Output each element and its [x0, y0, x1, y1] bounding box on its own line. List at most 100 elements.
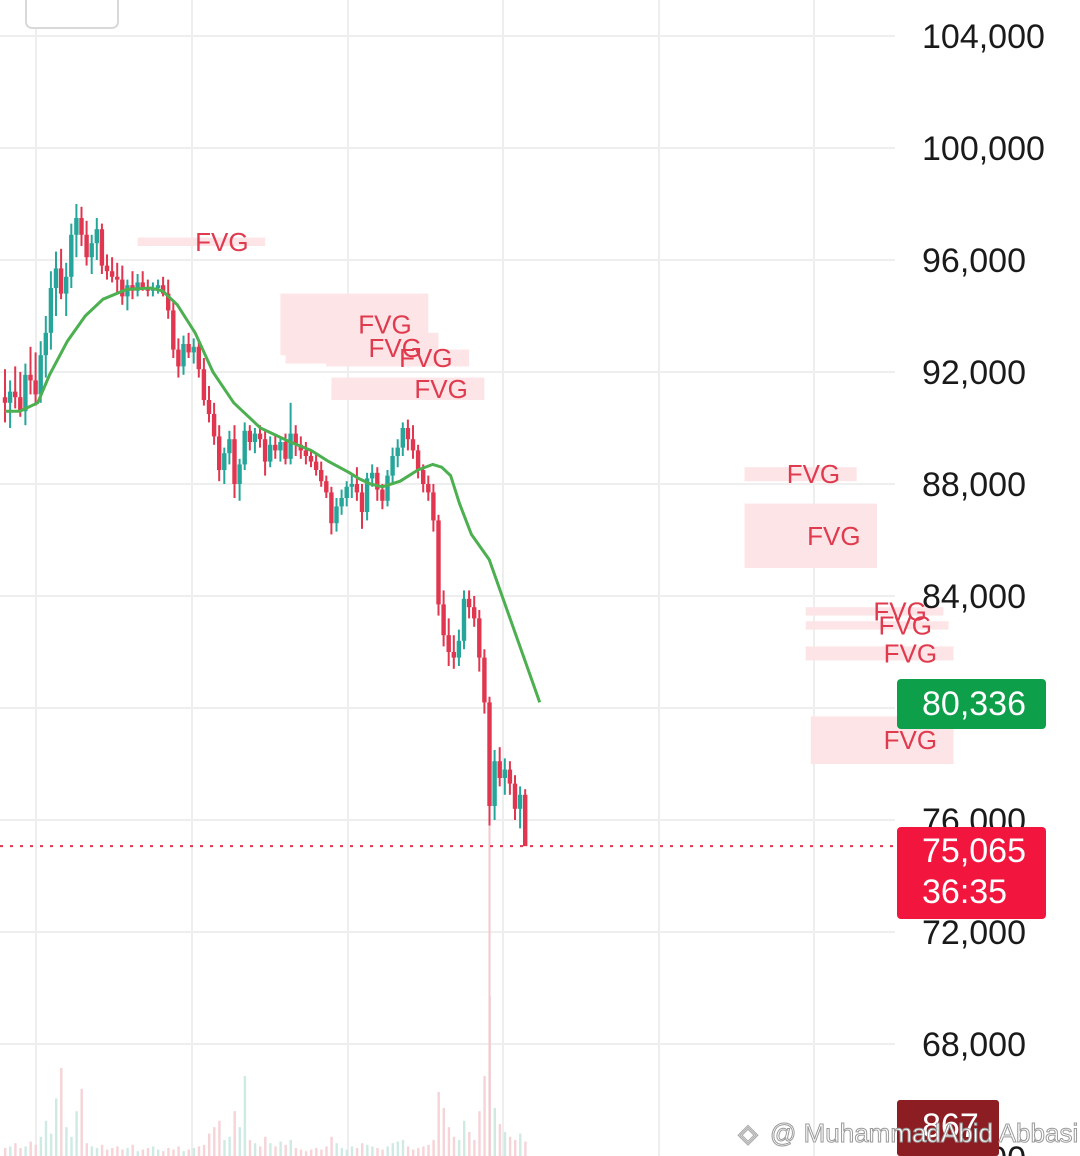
- candle-body: [288, 433, 293, 459]
- volume-bar: [39, 1136, 43, 1156]
- candle-body: [415, 450, 421, 470]
- volume-bar: [49, 1133, 53, 1156]
- candle: [176, 338, 181, 378]
- volume-bar: [24, 1146, 27, 1156]
- candle-body: [492, 761, 497, 806]
- current-price-text: 80,336: [922, 685, 1026, 723]
- fvg-label: FVG: [807, 521, 860, 551]
- candle: [364, 472, 370, 521]
- candle: [171, 302, 176, 358]
- volume-bar: [75, 1111, 78, 1156]
- candle-body: [120, 279, 125, 297]
- volume-bar: [508, 1136, 512, 1156]
- volume-bar: [386, 1146, 389, 1156]
- volume-bar: [233, 1111, 236, 1156]
- fvg-label: FVG: [884, 725, 937, 755]
- volume-tag-text: 867: [922, 1107, 979, 1145]
- volume-bar: [85, 1143, 88, 1156]
- candle: [232, 425, 237, 498]
- candle: [120, 265, 125, 305]
- candle: [451, 635, 456, 669]
- candle-body: [176, 349, 181, 367]
- candle-body: [472, 607, 477, 619]
- candle-body: [28, 374, 33, 381]
- candle: [48, 271, 54, 350]
- candle: [227, 430, 232, 465]
- candle: [466, 590, 472, 619]
- candle-body: [359, 492, 365, 512]
- fvg-label: FVG: [369, 333, 422, 363]
- volume-bar: [248, 1140, 252, 1156]
- candle: [109, 257, 115, 283]
- volume-bar: [274, 1146, 277, 1156]
- volume-bar: [406, 1146, 410, 1156]
- volume-bar: [70, 1136, 73, 1156]
- volume-bar: [468, 1132, 471, 1156]
- volume-bar: [503, 1132, 507, 1156]
- volume-bar: [514, 1140, 517, 1156]
- candle: [436, 514, 441, 616]
- candle: [502, 758, 507, 795]
- moving-average-line: [5, 286, 542, 703]
- candle: [268, 436, 273, 468]
- volume-bar: [197, 1146, 201, 1156]
- candle: [487, 696, 492, 826]
- volume-bar: [463, 1120, 466, 1156]
- candle-body: [160, 285, 166, 294]
- volume-bar: [401, 1140, 405, 1156]
- candle: [288, 402, 293, 465]
- candle-body: [339, 498, 344, 507]
- volume-bar: [106, 1149, 109, 1156]
- volume-bar: [447, 1127, 451, 1156]
- volume-bar: [498, 1124, 502, 1156]
- candle: [79, 206, 84, 246]
- candle: [482, 649, 487, 714]
- candle: [84, 220, 89, 266]
- candle: [426, 475, 431, 501]
- candle: [94, 218, 99, 260]
- candle-body: [186, 344, 191, 353]
- candle: [456, 629, 462, 666]
- candle-body: [171, 310, 176, 350]
- candle-body: [58, 268, 64, 294]
- candle: [324, 475, 329, 498]
- candle-body: [497, 761, 502, 778]
- candle-body: [242, 430, 247, 465]
- candle-body: [278, 442, 283, 451]
- top-left-box[interactable]: [25, 0, 119, 29]
- candles: [2, 204, 528, 1156]
- candle: [303, 442, 309, 465]
- candle: [461, 590, 467, 650]
- volume-bar: [355, 1148, 359, 1156]
- last-price-tag: 75,065 36:35: [897, 827, 1046, 919]
- volume-bar: [116, 1146, 119, 1156]
- candle-body: [69, 234, 74, 277]
- volume-bar: [442, 1108, 445, 1156]
- candle-body: [262, 439, 268, 462]
- volume-tag: 867: [897, 1100, 999, 1156]
- candle: [89, 234, 94, 274]
- volume-bar: [519, 1133, 522, 1156]
- candle: [441, 590, 446, 647]
- candle: [415, 444, 421, 479]
- volume-bar: [452, 1136, 456, 1156]
- candle-body: [390, 456, 395, 476]
- volume-bar: [427, 1144, 430, 1156]
- fvg-zone: [326, 349, 470, 367]
- fvg-zones: [137, 237, 954, 764]
- volume-bar: [14, 1143, 17, 1156]
- volume-bar: [457, 1140, 461, 1156]
- candle: [507, 761, 513, 795]
- fvg-label: FVG: [884, 638, 937, 668]
- candle-body: [227, 439, 232, 454]
- price-axis: 104,000100,00096,00092,00088,00084,00076…: [922, 18, 1045, 1064]
- candle: [252, 428, 258, 454]
- volume-bar: [478, 1111, 481, 1156]
- volume-bar: [90, 1146, 94, 1156]
- volume-bar: [151, 1146, 155, 1156]
- fvg-label: FVG: [195, 227, 248, 257]
- candle-body: [94, 229, 99, 244]
- volume-bar: [473, 1140, 476, 1156]
